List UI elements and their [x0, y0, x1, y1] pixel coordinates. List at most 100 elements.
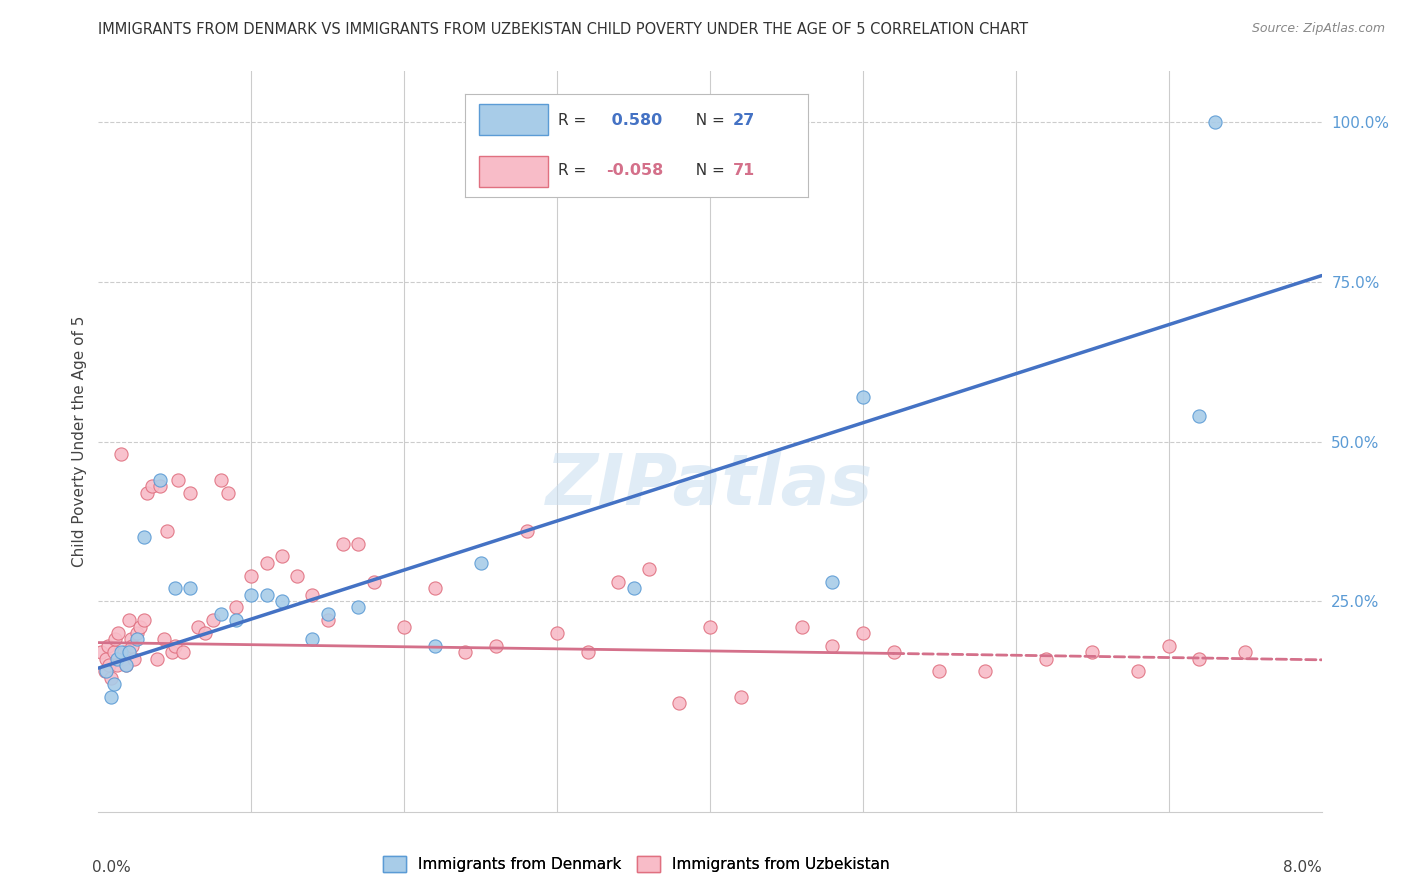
Point — [209, 473, 232, 487]
Point — [1188, 651, 1211, 665]
Point — [392, 619, 416, 633]
Point — [122, 651, 145, 665]
Point — [110, 645, 132, 659]
Point — [160, 645, 183, 659]
Y-axis label: Child Poverty Under the Age of 5: Child Poverty Under the Age of 5 — [72, 316, 87, 567]
Point — [821, 639, 844, 653]
Text: 0.0%: 0.0% — [93, 860, 131, 875]
Point — [94, 651, 117, 665]
Point — [225, 613, 247, 627]
Point — [1128, 665, 1150, 679]
Point — [347, 536, 370, 550]
Point — [163, 639, 186, 653]
Point — [93, 665, 115, 679]
Point — [112, 645, 135, 659]
Point — [179, 582, 201, 596]
Text: ZIPatlas: ZIPatlas — [547, 451, 873, 520]
Point — [928, 665, 950, 679]
Point — [134, 530, 156, 544]
Point — [209, 607, 232, 621]
Point — [730, 690, 752, 704]
Point — [607, 574, 630, 589]
Point — [363, 574, 385, 589]
Point — [103, 645, 125, 659]
Point — [790, 619, 813, 633]
Point — [115, 657, 138, 672]
Point — [163, 582, 186, 596]
Point — [115, 657, 138, 672]
Point — [316, 613, 339, 627]
Point — [125, 632, 148, 647]
Point — [852, 626, 875, 640]
Point — [821, 574, 844, 589]
Point — [179, 485, 201, 500]
Point — [118, 613, 141, 627]
Point — [454, 645, 477, 659]
Point — [98, 657, 121, 672]
Point — [121, 639, 143, 653]
Point — [145, 651, 167, 665]
Point — [187, 619, 209, 633]
Point — [100, 671, 122, 685]
Point — [125, 626, 148, 640]
Point — [100, 690, 122, 704]
Point — [1081, 645, 1104, 659]
Point — [134, 613, 156, 627]
Point — [423, 582, 446, 596]
Point — [423, 639, 446, 653]
Point — [149, 479, 172, 493]
Point — [94, 665, 117, 679]
Point — [120, 632, 142, 647]
Point — [172, 645, 194, 659]
Point — [285, 568, 308, 582]
Point — [118, 645, 141, 659]
Point — [515, 524, 537, 538]
Point — [270, 549, 294, 564]
Point — [301, 632, 323, 647]
Point — [974, 665, 997, 679]
Point — [1157, 639, 1180, 653]
Point — [470, 556, 492, 570]
Point — [347, 600, 370, 615]
Point — [240, 588, 263, 602]
Point — [332, 536, 354, 550]
Point — [638, 562, 661, 576]
Point — [105, 651, 128, 665]
Point — [576, 645, 599, 659]
Point — [546, 626, 568, 640]
Point — [149, 473, 172, 487]
Point — [240, 568, 263, 582]
Text: IMMIGRANTS FROM DENMARK VS IMMIGRANTS FROM UZBEKISTAN CHILD POVERTY UNDER THE AG: IMMIGRANTS FROM DENMARK VS IMMIGRANTS FR… — [98, 22, 1029, 37]
Point — [485, 639, 508, 653]
Point — [153, 632, 176, 647]
Point — [107, 626, 129, 640]
Point — [270, 594, 294, 608]
Point — [111, 651, 134, 665]
Point — [110, 447, 132, 461]
Point — [156, 524, 179, 538]
Point — [668, 696, 690, 710]
Point — [90, 645, 112, 659]
Point — [225, 600, 247, 615]
Point — [136, 485, 159, 500]
Point — [623, 582, 645, 596]
Point — [97, 639, 120, 653]
Text: 8.0%: 8.0% — [1282, 860, 1322, 875]
Point — [167, 473, 190, 487]
Point — [301, 588, 323, 602]
Point — [1188, 409, 1211, 423]
Point — [256, 556, 278, 570]
Point — [1234, 645, 1257, 659]
Point — [852, 390, 875, 404]
Legend: Immigrants from Denmark, Immigrants from Uzbekistan: Immigrants from Denmark, Immigrants from… — [377, 850, 896, 878]
Point — [217, 485, 239, 500]
Point — [194, 626, 217, 640]
Text: Source: ZipAtlas.com: Source: ZipAtlas.com — [1251, 22, 1385, 36]
Point — [256, 588, 278, 602]
Point — [103, 677, 125, 691]
Point — [1204, 115, 1226, 129]
Point — [202, 613, 225, 627]
Point — [104, 632, 127, 647]
Point — [316, 607, 339, 621]
Point — [141, 479, 163, 493]
